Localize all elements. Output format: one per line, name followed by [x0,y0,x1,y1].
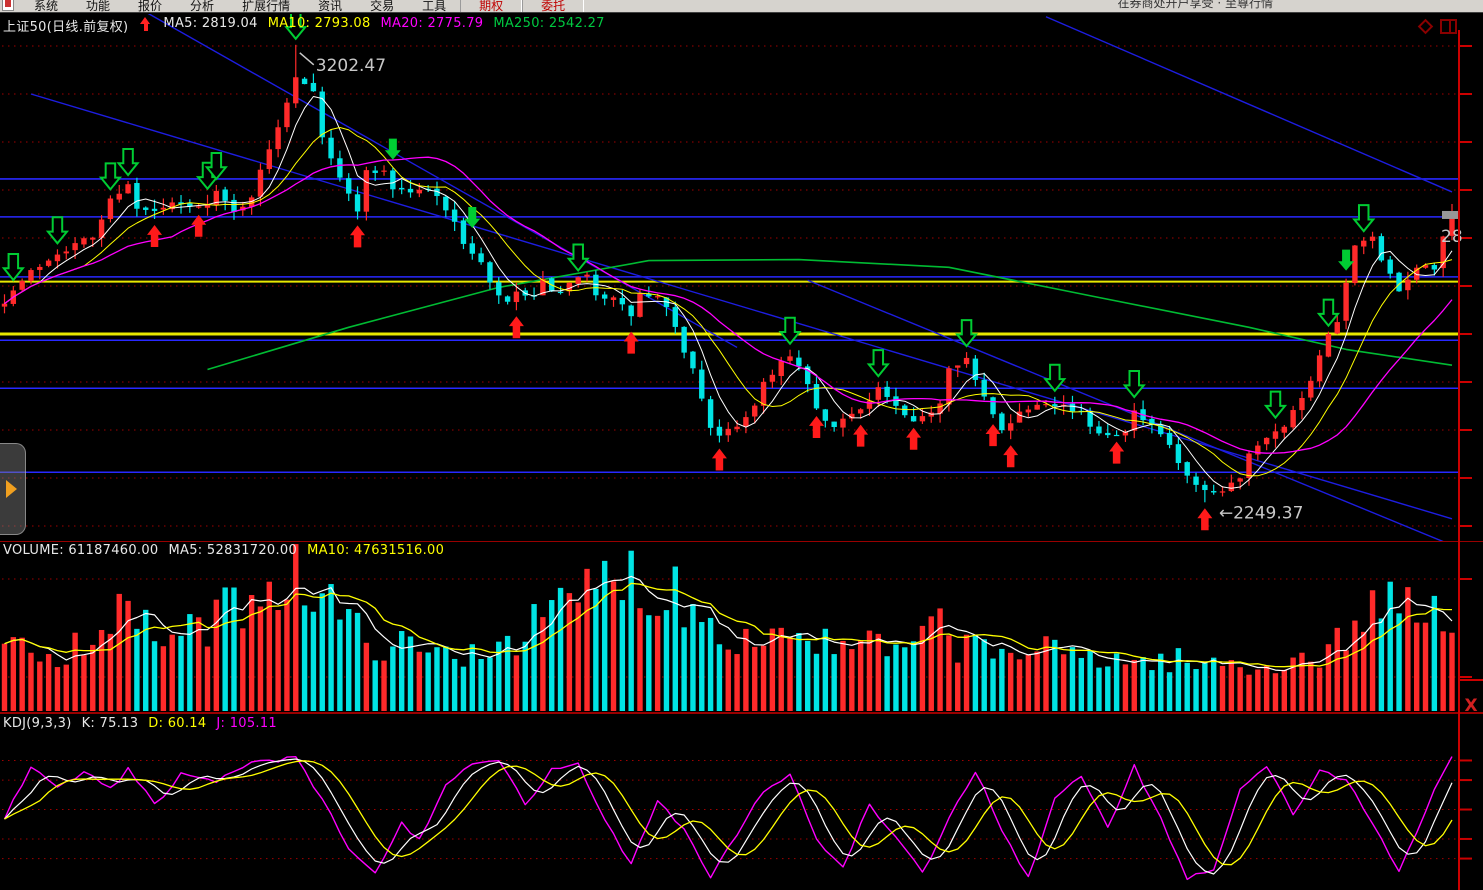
menu-item-trade[interactable]: 交易 [370,0,395,13]
menu-item-extended[interactable]: 扩展行情 [242,0,291,13]
volume-ma10-readout: MA10: 47631516.00 [307,543,445,558]
menu-bar: 系统 功能 报价 分析 扩展行情 资讯 交易 工具 期权 委托 在券商处开户享受… [0,0,1483,13]
indicator-close-button[interactable]: X [1464,696,1478,716]
svg-text:←2249.37: ←2249.37 [1219,503,1304,523]
kdj-pane-header: KDJ(9,3,3) K: 75.13 D: 60.14 J: 105.11 [3,716,277,731]
chart-area: 上证50(日线.前复权) MA5: 2819.04 MA10: 2793.08 … [0,14,1483,890]
menu-item-news[interactable]: 资讯 [318,0,343,13]
ma10-readout: MA10: 2793.08 [267,16,371,31]
menu-item-quote[interactable]: 报价 [138,0,163,13]
svg-text:28: 28 [1441,227,1463,247]
expand-right-icon [6,480,17,498]
window-layout-icon[interactable] [1440,19,1457,34]
ma20-readout: MA20: 2775.79 [380,16,484,31]
menu-item-options[interactable]: 期权 [460,0,523,12]
ma5-readout: MA5: 2819.04 [163,16,258,31]
svg-text:3202.47: 3202.47 [316,56,386,76]
menu-item-system[interactable]: 系统 [34,0,59,13]
menu-item-function[interactable]: 功能 [86,0,111,13]
kdj-j-readout: J: 105.11 [216,716,277,731]
left-panel-expander[interactable] [0,443,26,535]
kdj-pane[interactable] [0,714,1483,890]
volume-ma5-readout: MA5: 52831720.00 [168,543,298,558]
volume-pane-header: VOLUME: 61187460.00 MA5: 52831720.00 MA1… [3,543,444,558]
kdj-k-readout: K: 75.13 [81,716,139,731]
trend-up-arrow-icon [140,17,151,31]
volume-readout: VOLUME: 61187460.00 [3,543,159,558]
kdj-name: KDJ(9,3,3) [3,716,72,731]
ma250-readout: MA250: 2542.27 [493,16,605,31]
menu-item-analysis[interactable]: 分析 [190,0,215,13]
menu-item-tools[interactable]: 工具 [422,0,447,13]
app-logo-icon [2,0,14,11]
volume-pane[interactable] [0,541,1483,714]
menu-right-text: 在券商处开户享受 · 至尊行情 [1117,0,1273,10]
diamond-icon[interactable] [1417,18,1434,35]
kdj-d-readout: D: 60.14 [148,716,207,731]
symbol-title: 上证50(日线.前复权) [3,20,129,35]
main-candlestick-pane[interactable]: 3202.47 ←2249.37 28 [0,14,1483,541]
menu-item-delegation[interactable]: 委托 [522,0,585,12]
main-pane-header: 上证50(日线.前复权) MA5: 2819.04 MA10: 2793.08 … [3,16,605,35]
